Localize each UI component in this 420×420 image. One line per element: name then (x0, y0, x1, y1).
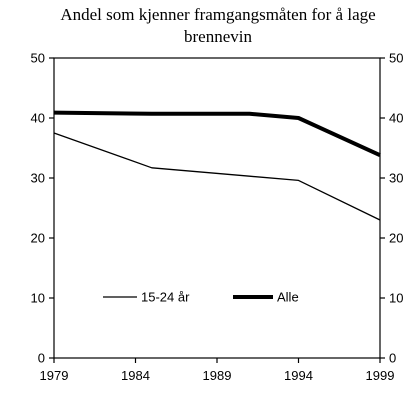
y-tick-label-right: 0 (389, 351, 396, 366)
y-tick-label-right: 30 (389, 171, 403, 186)
x-tick-label: 1999 (366, 368, 395, 383)
x-tick-label: 1984 (121, 368, 150, 383)
y-axis-right: 0 10 20 30 40 50 (380, 51, 403, 366)
y-tick-label-left: 40 (31, 111, 45, 126)
y-tick-label-left: 50 (31, 51, 45, 66)
chart-title-line-2: brennevin (184, 27, 252, 46)
x-axis: 1979 1984 1989 1994 1999 (40, 358, 395, 383)
y-tick-label-right: 10 (389, 291, 403, 306)
chart-title-line-1: Andel som kjenner framgangsmåten for å l… (60, 5, 375, 24)
legend-label-2: Alle (277, 290, 299, 305)
series-line-2 (53, 110, 381, 158)
y-tick-label-left: 20 (31, 231, 45, 246)
y-axis-left: 0 10 20 30 40 50 (31, 51, 54, 366)
plot-frame (53, 57, 381, 359)
x-tick-label: 1994 (284, 368, 313, 383)
plot-border (53, 57, 381, 359)
y-tick-label-right: 20 (389, 231, 403, 246)
y-tick-label-left: 0 (38, 351, 45, 366)
x-tick-label: 1989 (203, 368, 232, 383)
x-tick-label: 1979 (40, 368, 69, 383)
y-tick-label-right: 40 (389, 111, 403, 126)
legend-label-1: 15-24 år (141, 290, 190, 305)
y-tick-label-right: 50 (389, 51, 403, 66)
series-line-1 (53, 132, 381, 221)
legend: 15-24 år Alle (103, 290, 299, 305)
y-tick-label-left: 10 (31, 291, 45, 306)
y-tick-label-left: 30 (31, 171, 45, 186)
series-layer (53, 110, 381, 221)
